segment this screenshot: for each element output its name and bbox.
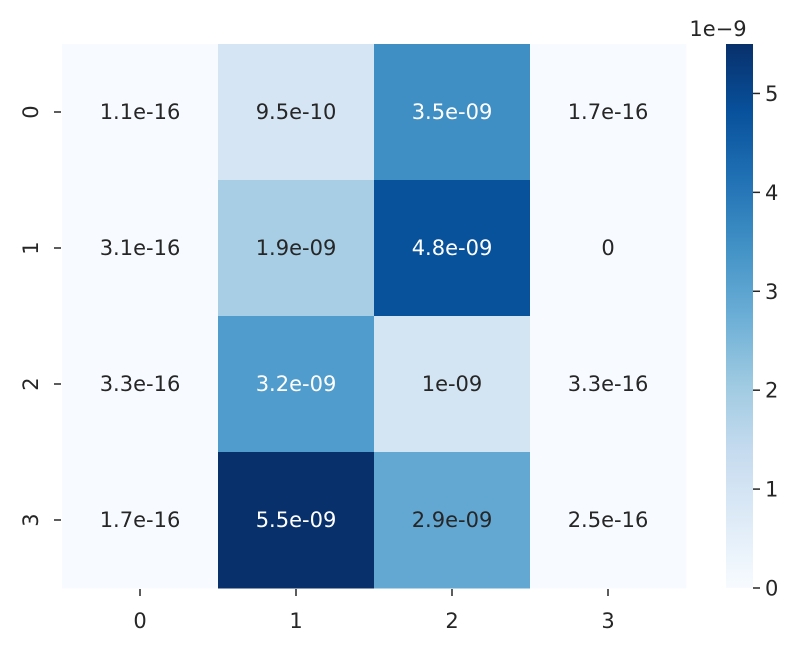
cell-annotation: 1.1e-16 [100, 100, 181, 124]
heatmap-cell [218, 452, 375, 589]
cell-annotation: 9.5e-10 [256, 100, 337, 124]
heatmap-cell [218, 316, 375, 453]
heatmap-cell [530, 44, 687, 181]
colorbar-tick-label: 5 [765, 82, 778, 106]
heatmap-cell [374, 452, 531, 589]
colorbar-gradient [726, 44, 753, 588]
heatmap-cell [62, 44, 219, 181]
cell-annotation: 3.3e-16 [568, 372, 649, 396]
heatmap-cell [374, 44, 531, 181]
x-tick-label: 3 [601, 609, 614, 633]
cell-annotation: 3.2e-09 [256, 372, 337, 396]
cell-annotation: 1.7e-16 [100, 508, 181, 532]
cell-annotation: 2.5e-16 [568, 508, 649, 532]
heatmap-cell [62, 180, 219, 317]
cell-annotation: 1.7e-16 [568, 100, 649, 124]
colorbar: 0 1 2 3 4 5 [726, 44, 778, 601]
heatmap-cell [530, 316, 687, 453]
x-tick-label: 1 [289, 609, 302, 633]
y-tick-label: 2 [19, 377, 43, 390]
cell-annotation: 1.9e-09 [256, 236, 337, 260]
cell-annotation: 4.8e-09 [412, 236, 493, 260]
x-tick-label: 2 [445, 609, 458, 633]
colorbar-tick-label: 2 [765, 379, 778, 403]
y-tick-label: 0 [19, 105, 43, 118]
colorbar-tick-label: 0 [765, 577, 778, 601]
cell-annotation: 1e-09 [422, 372, 483, 396]
cell-annotation: 0 [601, 236, 614, 260]
colorbar-tick-label: 1 [765, 478, 778, 502]
heatmap-cell [62, 452, 219, 589]
colorbar-tick-label: 4 [765, 181, 778, 205]
x-tick-label: 0 [133, 609, 146, 633]
heatmap-cells: 1.1e-16 9.5e-10 3.5e-09 1.7e-16 3.1e-16 1.9e-… [62, 44, 687, 589]
heatmap-cell [62, 316, 219, 453]
heatmap-cell [374, 180, 531, 317]
colorbar-tick-label: 3 [765, 280, 778, 304]
y-axis: 0 1 2 3 [19, 105, 61, 527]
heatmap-cell [218, 180, 375, 317]
cell-annotation: 3.5e-09 [412, 100, 493, 124]
cell-annotation: 3.1e-16 [100, 236, 181, 260]
cell-annotation: 5.5e-09 [256, 508, 337, 532]
heatmap-cell [530, 180, 687, 317]
heatmap-cell [374, 316, 531, 453]
y-tick-label: 1 [19, 241, 43, 254]
cell-annotation: 2.9e-09 [412, 508, 493, 532]
cell-annotation: 3.3e-16 [100, 372, 181, 396]
heatmap-cell [530, 452, 687, 589]
heatmap-cell [218, 44, 375, 181]
y-tick-label: 3 [19, 513, 43, 526]
x-axis: 0 1 2 3 [133, 589, 615, 633]
colorbar-exponent-label: 1e−9 [689, 17, 746, 41]
